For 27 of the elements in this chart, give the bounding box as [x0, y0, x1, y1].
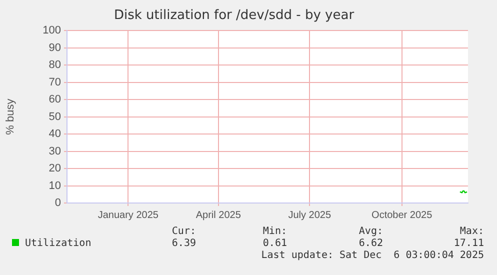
y-tick-label: 100: [42, 24, 61, 37]
y-tick-label: 60: [48, 94, 61, 106]
x-tick-label: January 2025: [98, 210, 159, 221]
x-tick-label: April 2025: [196, 210, 242, 221]
y-axis-title: % busy: [4, 98, 17, 135]
y-tick-label: 30: [48, 145, 61, 158]
text: Cur:: [172, 226, 196, 237]
y-tick-label: 80: [48, 59, 61, 72]
y-tick-label: 0: [54, 197, 61, 210]
text: Avg:: [358, 226, 383, 237]
legend-label: Utilization: [24, 238, 92, 249]
y-tick-label: 70: [48, 76, 61, 88]
text: Last update: Sat Dec 6 03:00:04 2025: [261, 250, 484, 261]
y-tick-label: 90: [48, 42, 61, 54]
text: 0.61: [262, 238, 287, 249]
text: Min:: [262, 226, 287, 237]
text: 6.39: [172, 238, 196, 249]
y-tick-label: 10: [48, 180, 61, 192]
y-tick-label: 20: [48, 162, 61, 175]
x-tick-label: October 2025: [372, 210, 433, 221]
chart-title: Disk utilization for /dev/sdd - by year: [114, 8, 355, 24]
y-tick-label: 50: [48, 110, 61, 123]
text: Max:: [460, 226, 484, 237]
text: 17.11: [454, 238, 484, 249]
x-tick-label: July 2025: [288, 210, 332, 221]
text: 6.62: [358, 238, 383, 249]
y-tick-label: 40: [48, 128, 61, 140]
